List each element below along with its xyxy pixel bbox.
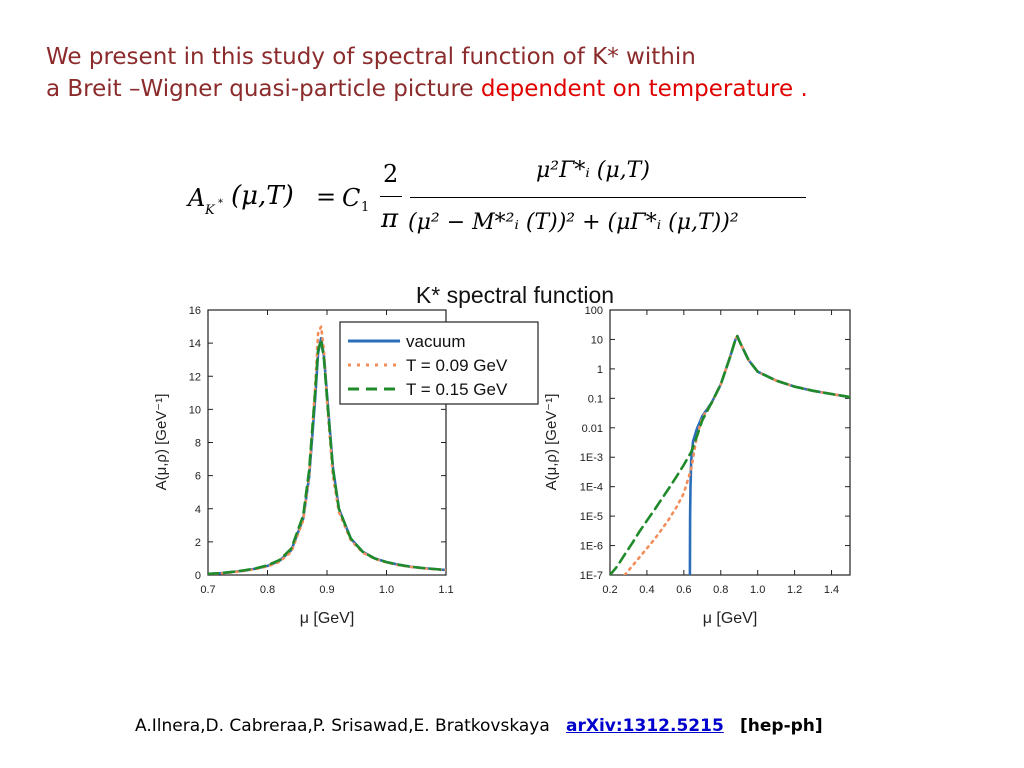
chart-right-panel: 0.2 0.4 0.6 0.8 1.0 1.2 1.4 100 10 1 0.1 0.01 1E-3 1E… bbox=[543, 305, 851, 627]
legend-label-t009: T = 0.09 GeV bbox=[406, 356, 508, 375]
slide-title-line-2: a Breit –Wigner quasi-particle picture d… bbox=[46, 76, 808, 102]
chart-legend: vacuum T = 0.09 GeV T = 0.15 GeV bbox=[339, 321, 539, 405]
formula-C: C bbox=[342, 184, 361, 212]
left-y-tick-label: 0 bbox=[195, 570, 201, 582]
right-y-tick-label: 1E-7 bbox=[580, 570, 603, 582]
right-series-t009 bbox=[623, 334, 850, 575]
formula-lhs-sub: K bbox=[205, 203, 215, 218]
right-x-tick-label: 0.8 bbox=[713, 584, 728, 596]
slide-title-line-1: We present in this study of spectral fun… bbox=[46, 44, 696, 70]
right-series-t015 bbox=[610, 334, 850, 575]
legend-label-t015: T = 0.15 GeV bbox=[406, 380, 508, 399]
left-y-tick-label: 14 bbox=[189, 338, 201, 350]
right-x-tick-label: 0.6 bbox=[676, 584, 691, 596]
formula-C-sub: 1 bbox=[361, 200, 370, 215]
formula-lhs-A: A bbox=[188, 184, 206, 212]
left-y-tick-label: 12 bbox=[189, 371, 201, 383]
right-y-tick-label: 1E-5 bbox=[580, 511, 603, 523]
formula-fraction-bar bbox=[410, 197, 806, 198]
title-text-1: We present in this study of spectral fun… bbox=[46, 44, 696, 70]
reference-line: A.Ilnera,D. Cabreraa,P. Srisawad,E. Brat… bbox=[135, 716, 823, 736]
left-x-tick-label: 1.0 bbox=[379, 584, 394, 596]
formula-small-fraction-bar bbox=[380, 196, 402, 197]
left-y-tick-label: 4 bbox=[195, 504, 201, 516]
left-y-tick-label: 16 bbox=[189, 305, 201, 317]
right-x-tick-label: 1.0 bbox=[750, 584, 765, 596]
right-y-tick-label: 10 bbox=[591, 334, 603, 346]
left-x-tick-label: 0.7 bbox=[200, 584, 215, 596]
right-y-tick-label: 1E-6 bbox=[580, 541, 603, 553]
chart-left-panel: 0.7 0.8 0.9 1.0 1.1 0 2 4 6 8 10 12 14 16 μ [GeV] A(μ… bbox=[153, 305, 539, 627]
right-plot-frame bbox=[609, 309, 851, 576]
legend-label-vacuum: vacuum bbox=[406, 332, 466, 351]
arxiv-link[interactable]: arXiv:1312.5215 bbox=[566, 716, 724, 736]
formula-equals: = bbox=[316, 183, 337, 211]
right-x-tick-label: 1.2 bbox=[787, 584, 802, 596]
right-y-tick-label: 1E-3 bbox=[580, 452, 603, 464]
left-x-tick-label: 0.8 bbox=[260, 584, 275, 596]
right-y-axis-label: A(μ,ρ) [GeV⁻¹] bbox=[543, 394, 560, 491]
left-y-axis-label: A(μ,ρ) [GeV⁻¹] bbox=[153, 394, 170, 491]
right-y-tick-label: 1 bbox=[597, 364, 603, 376]
right-y-tick-label: 1E-4 bbox=[580, 482, 603, 494]
left-x-axis-label: μ [GeV] bbox=[300, 610, 355, 627]
chart-title: K* spectral function bbox=[416, 282, 614, 308]
reference-tag: [hep-ph] bbox=[740, 716, 823, 736]
title-text-2: a Breit –Wigner quasi-particle picture bbox=[46, 76, 481, 102]
left-series-t015 bbox=[208, 338, 446, 575]
right-y-tick-label: 100 bbox=[585, 305, 603, 317]
left-y-tick-label: 2 bbox=[195, 537, 201, 549]
right-x-tick-label: 0.2 bbox=[602, 584, 617, 596]
reference-authors: A.Ilnera,D. Cabreraa,P. Srisawad,E. Brat… bbox=[135, 716, 550, 736]
formula-two: 2 bbox=[383, 160, 399, 188]
formula-lhs-args: (μ,T) bbox=[231, 181, 294, 211]
right-y-tick-label: 0.1 bbox=[588, 393, 603, 405]
left-y-tick-label: 8 bbox=[195, 438, 201, 450]
right-x-tick-label: 0.4 bbox=[639, 584, 654, 596]
left-y-tick-label: 10 bbox=[189, 404, 201, 416]
spectral-function-figure: K* spectral function 0.7 0.8 0.9 1.0 1.1 0 2 4 6… bbox=[153, 282, 851, 627]
formula-numerator: μ²Γ*ᵢ (μ,T) bbox=[536, 158, 650, 183]
left-x-tick-label: 1.1 bbox=[438, 584, 453, 596]
right-x-tick-label: 1.4 bbox=[824, 584, 839, 596]
formula-denominator: (μ² − M*²ᵢ (T))² + (μΓ*ᵢ (μ,T))² bbox=[408, 210, 739, 235]
right-x-axis-label: μ [GeV] bbox=[703, 610, 758, 627]
formula-pi: π bbox=[381, 204, 399, 234]
left-x-tick-label: 0.9 bbox=[319, 584, 334, 596]
right-series-vacuum bbox=[688, 334, 850, 575]
title-highlight: dependent on temperature . bbox=[480, 76, 808, 102]
formula-lhs-sub-star: * bbox=[218, 198, 223, 209]
right-y-tick-label: 0.01 bbox=[582, 423, 603, 435]
left-y-tick-label: 6 bbox=[195, 471, 201, 483]
